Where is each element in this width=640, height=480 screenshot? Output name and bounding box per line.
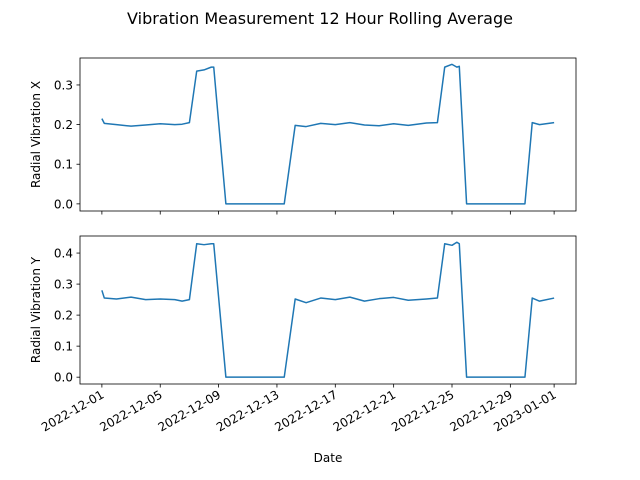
axes-frame-0 (79, 57, 577, 212)
x-axis-label: Date (314, 451, 343, 465)
x-tick-label-2: 2022-12-09 (156, 387, 223, 434)
y-tick-label-1-3: 0.3 (54, 278, 73, 292)
y-tick-label-1-1: 0.1 (54, 340, 73, 354)
series-line-0-0 (101, 63, 555, 205)
x-tick-label-5: 2022-12-21 (331, 387, 398, 434)
y-tick-label-0-1: 0.1 (54, 158, 73, 172)
x-tick-label-6: 2022-12-25 (389, 387, 456, 434)
y-tick-label-1-2: 0.2 (54, 309, 73, 323)
x-axis-ticks: 2022-12-012022-12-052022-12-092022-12-13… (39, 387, 559, 434)
y-tick-label-0-3: 0.3 (54, 78, 73, 92)
y-tick-label-1-0: 0.0 (54, 371, 73, 385)
y-tick-label-0-2: 0.2 (54, 118, 73, 132)
y-axis-label-0: Radial Vibration X (29, 81, 43, 188)
y-tick-label-0-0: 0.0 (54, 197, 73, 211)
axes-frame-1 (79, 235, 577, 385)
y-tick-label-1-4: 0.4 (54, 247, 73, 261)
x-tick-label-3: 2022-12-13 (214, 387, 281, 434)
series-line-1-0 (101, 241, 555, 378)
x-tick-label-1: 2022-12-05 (97, 387, 164, 434)
panel-radial-y: 0.0 0.1 0.2 0.3 0.4 Radial Vibration Y (29, 235, 577, 388)
x-tick-label-0: 2022-12-01 (39, 387, 106, 434)
y-axis-label-1: Radial Vibration Y (29, 256, 43, 363)
chart-title: Vibration Measurement 12 Hour Rolling Av… (127, 9, 513, 28)
panel-radial-x: 0.0 0.1 0.2 0.3 Radial Vibration X (29, 57, 577, 215)
x-tick-label-4: 2022-12-17 (272, 387, 339, 434)
